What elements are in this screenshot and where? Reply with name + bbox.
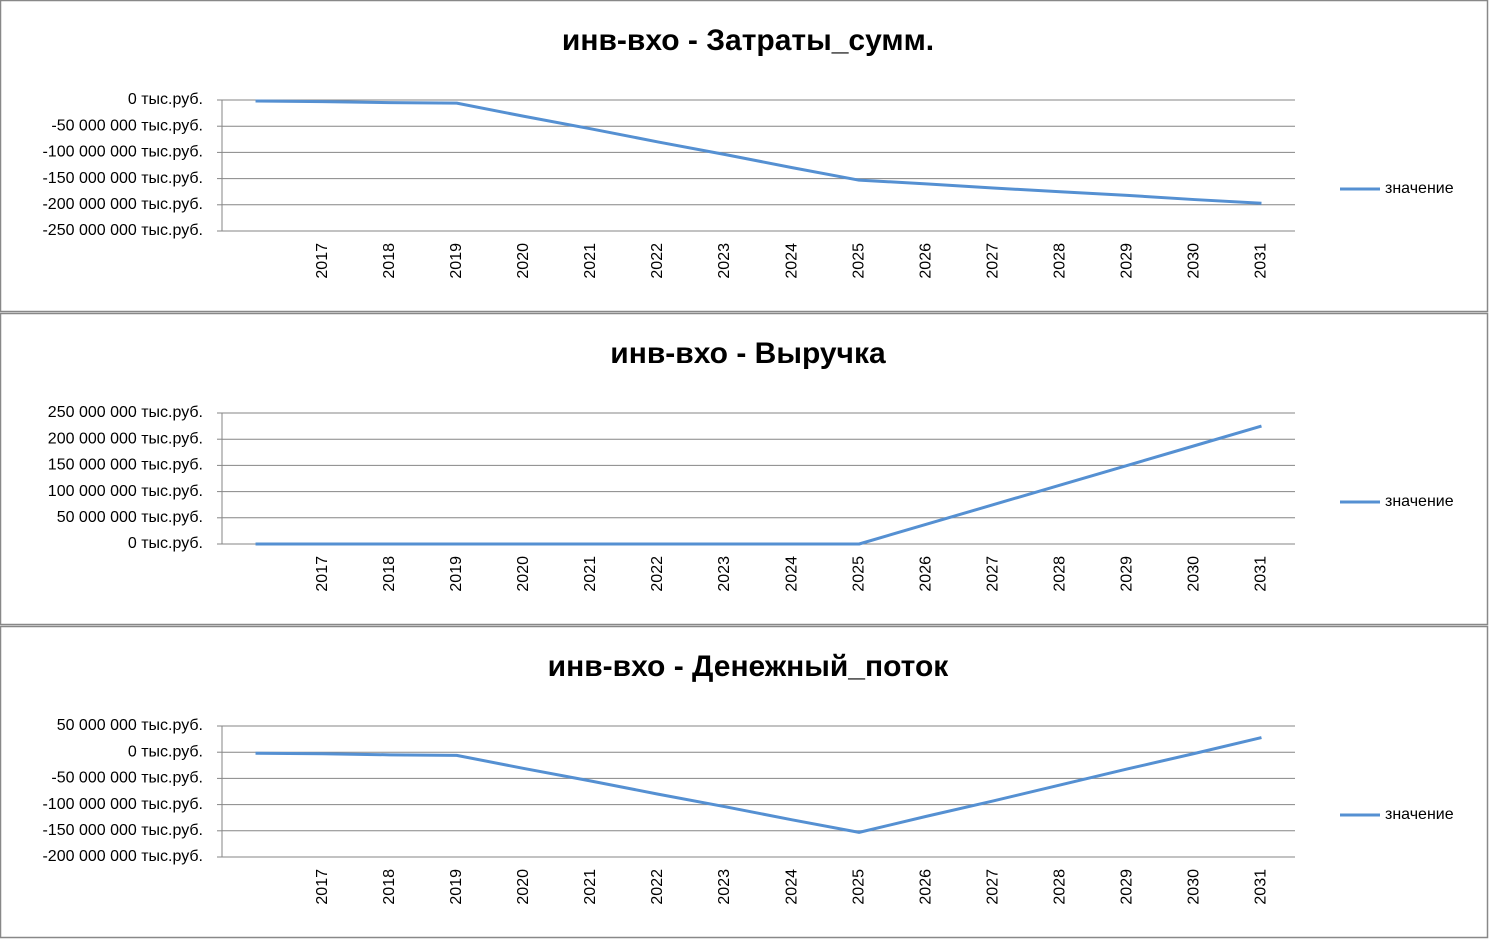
chart-title: инв-вхо - Затраты_сумм. xyxy=(562,24,934,57)
x-tick-label: 2030 xyxy=(1186,869,1203,905)
x-tick-label: 2019 xyxy=(448,243,465,279)
x-tick-label: 2021 xyxy=(582,556,599,592)
panel-border xyxy=(0,625,1489,939)
legend-label: значение xyxy=(1385,493,1454,510)
y-tick-label: -200 000 000 тыс.руб. xyxy=(42,196,203,213)
x-tick-label: 2030 xyxy=(1186,243,1203,279)
y-tick-label: -100 000 000 тыс.руб. xyxy=(42,796,203,813)
y-tick-label: 0 тыс.руб. xyxy=(128,535,203,552)
x-tick-label: 2026 xyxy=(917,869,934,905)
chart-panel: инв-вхо - Выручка 250 000 000 тыс.руб. 200… xyxy=(0,312,1489,626)
chart-panel: инв-вхо - Затраты_сумм. 0 тыс.руб. -50 000… xyxy=(0,0,1489,313)
x-tick-label: 2025 xyxy=(850,869,867,905)
x-tick-label: 2031 xyxy=(1253,243,1270,279)
x-tick-label: 2027 xyxy=(984,243,1001,279)
x-tick-label: 2030 xyxy=(1186,556,1203,592)
y-tick-label: 0 тыс.руб. xyxy=(128,743,203,760)
x-tick-label: 2023 xyxy=(716,556,733,592)
y-tick-label: 50 000 000 тыс.руб. xyxy=(57,509,203,526)
panel-border xyxy=(0,0,1489,313)
y-tick-label: 150 000 000 тыс.руб. xyxy=(48,457,203,474)
x-tick-label: 2029 xyxy=(1119,869,1136,905)
data-line xyxy=(255,736,1262,834)
x-tick-label: 2024 xyxy=(783,243,800,279)
x-tick-label: 2031 xyxy=(1253,556,1270,592)
y-tick-label: 0 тыс.руб. xyxy=(128,91,203,108)
data-line xyxy=(255,99,1262,205)
x-tick-label: 2017 xyxy=(314,243,331,279)
x-tick-label: 2023 xyxy=(716,243,733,279)
x-tick-label: 2024 xyxy=(783,556,800,592)
x-tick-label: 2028 xyxy=(1052,243,1069,279)
x-tick-label: 2028 xyxy=(1052,869,1069,905)
y-tick-label: 250 000 000 тыс.руб. xyxy=(48,404,203,421)
x-tick-label: 2021 xyxy=(582,243,599,279)
chart-title: инв-вхо - Денежный_поток xyxy=(548,650,950,683)
panel-border xyxy=(0,312,1489,626)
x-tick-label: 2029 xyxy=(1119,243,1136,279)
x-tick-label: 2027 xyxy=(984,556,1001,592)
legend-label: значение xyxy=(1385,180,1454,197)
x-tick-label: 2022 xyxy=(649,243,666,279)
x-tick-label: 2031 xyxy=(1253,869,1270,905)
y-tick-label: 100 000 000 тыс.руб. xyxy=(48,483,203,500)
y-tick-label: -200 000 000 тыс.руб. xyxy=(42,848,203,865)
chart-panel: инв-вхо - Денежный_поток 50 000 000 тыс.р… xyxy=(0,625,1489,939)
x-tick-label: 2025 xyxy=(850,556,867,592)
x-tick-label: 2029 xyxy=(1119,556,1136,592)
x-tick-label: 2017 xyxy=(314,556,331,592)
x-tick-label: 2028 xyxy=(1052,556,1069,592)
x-tick-label: 2026 xyxy=(917,556,934,592)
y-tick-label: -50 000 000 тыс.руб. xyxy=(51,117,203,134)
y-tick-label: -50 000 000 тыс.руб. xyxy=(51,770,203,787)
x-tick-label: 2018 xyxy=(381,556,398,592)
x-tick-label: 2017 xyxy=(314,869,331,905)
x-tick-label: 2018 xyxy=(381,243,398,279)
chart-title: инв-вхо - Выручка xyxy=(610,337,886,370)
x-tick-label: 2023 xyxy=(716,869,733,905)
y-tick-label: 50 000 000 тыс.руб. xyxy=(57,717,203,734)
x-tick-label: 2019 xyxy=(448,556,465,592)
y-tick-label: -100 000 000 тыс.руб. xyxy=(42,144,203,161)
x-tick-label: 2020 xyxy=(515,556,532,592)
x-tick-label: 2025 xyxy=(850,243,867,279)
legend-label: значение xyxy=(1385,806,1454,823)
x-tick-label: 2022 xyxy=(649,869,666,905)
y-tick-label: 200 000 000 тыс.руб. xyxy=(48,430,203,447)
x-tick-label: 2020 xyxy=(515,869,532,905)
y-tick-label: -150 000 000 тыс.руб. xyxy=(42,822,203,839)
x-tick-label: 2020 xyxy=(515,243,532,279)
y-tick-label: -250 000 000 тыс.руб. xyxy=(42,222,203,239)
data-line xyxy=(255,424,1262,546)
x-tick-label: 2027 xyxy=(984,869,1001,905)
x-tick-label: 2022 xyxy=(649,556,666,592)
x-tick-label: 2021 xyxy=(582,869,599,905)
y-tick-label: -150 000 000 тыс.руб. xyxy=(42,170,203,187)
x-tick-label: 2018 xyxy=(381,869,398,905)
x-tick-label: 2019 xyxy=(448,869,465,905)
x-tick-label: 2024 xyxy=(783,869,800,905)
x-tick-label: 2026 xyxy=(917,243,934,279)
